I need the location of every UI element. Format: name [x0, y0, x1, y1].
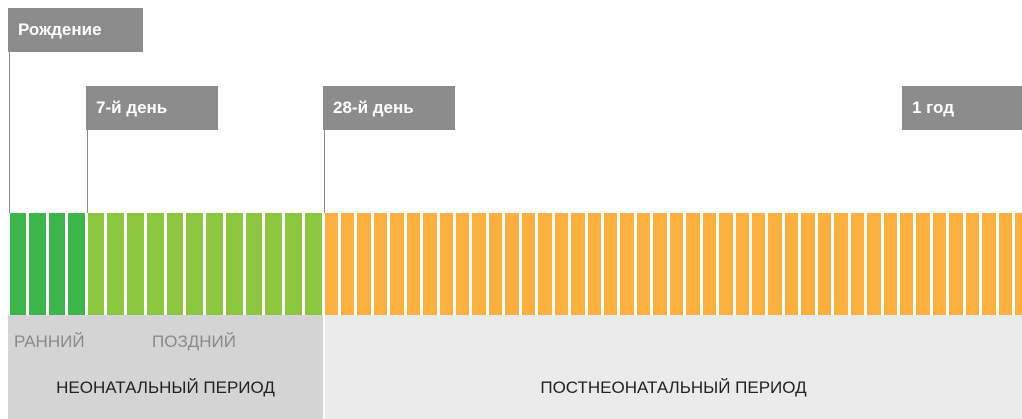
stripe: [456, 213, 470, 315]
stripe: [505, 213, 519, 315]
stripe: [206, 213, 223, 315]
stripe: [784, 213, 799, 315]
marker-line: [9, 52, 10, 213]
stripe: [636, 213, 651, 315]
stripe: [751, 213, 766, 315]
stripe: [9, 213, 26, 315]
stripe: [735, 213, 749, 315]
stripe: [538, 213, 552, 315]
stripe: [949, 213, 963, 315]
stripe: [406, 213, 421, 315]
stripe: [146, 213, 164, 315]
stripe: [48, 213, 65, 315]
early-label: РАННИЙ: [14, 332, 85, 351]
stripe: [686, 213, 700, 315]
stripe: [423, 213, 437, 315]
stripe: [29, 213, 46, 315]
stripe: [439, 213, 454, 315]
stripe: [186, 213, 203, 315]
stripe: [669, 213, 684, 315]
stripe: [285, 213, 302, 315]
stripe: [653, 213, 667, 315]
stripe: [867, 213, 881, 315]
stripe: [620, 213, 634, 315]
stripe: [68, 213, 85, 315]
neonatal-title: НЕОНАТАЛЬНЫЙ ПЕРИОД: [56, 378, 275, 397]
stripe: [965, 213, 980, 315]
stripe: [245, 213, 263, 315]
marker-label: Рождение: [8, 8, 143, 52]
marker-label: 7-й день: [86, 86, 218, 130]
stripe: [472, 213, 486, 315]
stripe: [373, 213, 388, 315]
marker-line: [87, 130, 88, 213]
marker-label: 1 год: [902, 86, 1022, 130]
stripe: [702, 213, 717, 315]
postneonatal-panel: [325, 315, 1022, 419]
stripe: [357, 213, 371, 315]
stripe: [883, 213, 897, 315]
stripe: [390, 213, 404, 315]
postneonatal-title: ПОСТНЕОНАТАЛЬНЫЙ ПЕРИОД: [540, 378, 807, 397]
stripe: [587, 213, 601, 315]
stripe: [554, 213, 569, 315]
stripe: [850, 213, 865, 315]
stripe: [1015, 213, 1022, 315]
neonatal-panel: [8, 315, 323, 419]
stripe: [340, 213, 355, 315]
stripe: [127, 213, 144, 315]
stripe: [225, 213, 243, 315]
stripe: [166, 213, 184, 315]
stripe: [488, 213, 503, 315]
marker-line: [324, 130, 325, 213]
stripe: [932, 213, 947, 315]
marker-label: 28-й день: [323, 86, 455, 130]
stripe: [801, 213, 815, 315]
stripe: [982, 213, 996, 315]
stripe: [265, 213, 282, 315]
stripe: [719, 213, 733, 315]
stripe: [571, 213, 585, 315]
stripe: [899, 213, 914, 315]
stripe: [107, 213, 124, 315]
stripe: [834, 213, 848, 315]
stripe: [768, 213, 782, 315]
stripe: [817, 213, 832, 315]
stripe: [604, 213, 618, 315]
late-label: ПОЗДНИЙ: [152, 332, 236, 351]
stripe: [916, 213, 930, 315]
stripe: [521, 213, 536, 315]
stripe: [998, 213, 1013, 315]
stripe: [87, 213, 105, 315]
stripe: [324, 213, 338, 315]
stripe: [304, 213, 322, 315]
